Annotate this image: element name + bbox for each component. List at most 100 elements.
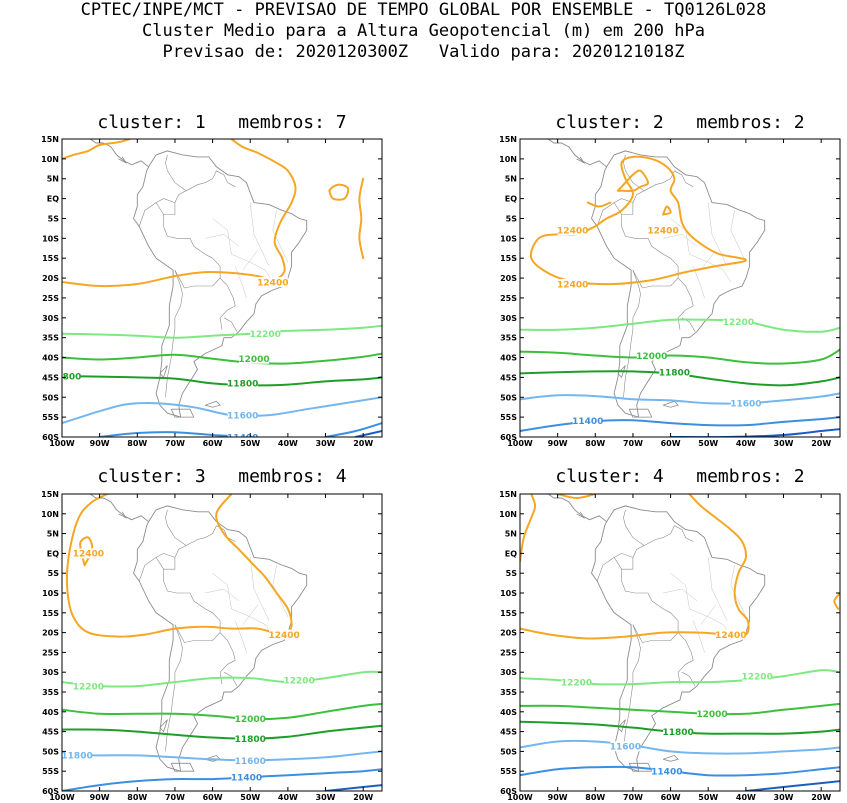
- country-border: [165, 154, 187, 191]
- state-border: [242, 250, 258, 271]
- lat-tick-label: 25S: [42, 294, 59, 303]
- island-coastline: [628, 408, 653, 418]
- isoline: [98, 431, 252, 437]
- country-border: [176, 592, 221, 643]
- contour-label: 12000: [636, 352, 667, 362]
- lat-tick-label: 50S: [500, 393, 517, 402]
- contour-label-bg: [62, 371, 81, 382]
- lat-tick-label: 45S: [500, 728, 517, 737]
- lat-tick-label: 15N: [499, 490, 517, 499]
- contour-label: 12400: [715, 631, 746, 641]
- country-border: [223, 671, 238, 687]
- state-border: [250, 557, 270, 621]
- lon-tick-label: 90W: [90, 793, 110, 802]
- state-border: [212, 573, 273, 637]
- lon-tick-label: 50W: [240, 439, 260, 448]
- lat-tick-label: 20S: [500, 274, 517, 283]
- contour-label: 11400: [651, 768, 682, 778]
- island-coastline: [170, 762, 195, 772]
- lon-tick-label: 50W: [698, 793, 718, 802]
- contour-label-bg: [715, 629, 746, 640]
- lat-tick-label: 15S: [500, 254, 517, 263]
- map-frame: [519, 493, 841, 792]
- contour-label-bg: [257, 277, 288, 288]
- contour-label: 12400: [647, 227, 678, 237]
- lat-tick-label: 10N: [499, 155, 517, 164]
- lon-tick-label: 20W: [811, 439, 831, 448]
- contour-label: 12200: [284, 676, 315, 686]
- island-coastline: [628, 762, 653, 772]
- contour-label: 12400: [73, 550, 104, 560]
- central-america-coastline: [89, 494, 149, 523]
- lon-tick-label: 70W: [165, 439, 185, 448]
- country-border: [219, 632, 236, 685]
- lon-tick-label: 30W: [316, 793, 336, 802]
- isoline: [520, 702, 840, 716]
- lat-tick-label: 10S: [500, 234, 517, 243]
- lon-tick-label: 80W: [585, 793, 605, 802]
- contour-label: 11800: [227, 380, 258, 390]
- country-border: [681, 671, 696, 687]
- figure-title-line1: CPTEC/INPE/MCT - PREVISAO DE TEMPO GLOBA…: [80, 0, 767, 20]
- lat-tick-label: 15N: [41, 135, 59, 144]
- contour-label-bg: [636, 350, 667, 361]
- state-border: [205, 234, 240, 247]
- state-border: [700, 250, 716, 271]
- lat-tick-label: 10S: [42, 589, 59, 598]
- isoline: [616, 169, 649, 192]
- contour-label: 11600: [730, 400, 761, 410]
- contour-label-bg: [235, 733, 266, 744]
- lat-tick-label: 25S: [500, 294, 517, 303]
- country-border: [138, 553, 176, 582]
- country-border: [674, 525, 694, 542]
- panel-1-svg: 12400 12200 12000 11800 11800 11600 11400 15N 10…: [41, 135, 383, 448]
- lat-tick-label: 50S: [42, 393, 59, 402]
- south-america-coastline: [133, 505, 308, 772]
- contour-label: 12000: [238, 355, 269, 365]
- contour-label-bg: [663, 726, 694, 737]
- lat-tick-label: 30S: [500, 314, 517, 323]
- lon-tick-label: 70W: [165, 793, 185, 802]
- lon-tick-label: 40W: [736, 793, 756, 802]
- country-border: [621, 170, 675, 239]
- contour-label-bg: [235, 713, 266, 724]
- figure-title-line2: Cluster Medio para a Altura Geopotencial…: [142, 21, 705, 41]
- country-border: [621, 525, 675, 594]
- lat-tick-label: 15N: [41, 490, 59, 499]
- contour-label: 11800: [659, 369, 690, 379]
- lon-tick-label: 90W: [548, 439, 568, 448]
- contour-label: 11400: [572, 417, 603, 427]
- isoline: [62, 702, 382, 721]
- country-border: [216, 170, 236, 187]
- state-border: [708, 202, 728, 267]
- state-border: [205, 588, 240, 602]
- country-border: [634, 238, 679, 289]
- contour-label-bg: [227, 410, 258, 421]
- map-area: 12400 12400 12400 12200 12000 11800 11600 11400: [520, 139, 840, 437]
- lat-tick-label: 30S: [42, 314, 59, 323]
- contour-label: 12000: [235, 715, 266, 725]
- isoline: [354, 430, 382, 437]
- lon-tick-label: 100W: [507, 793, 533, 802]
- country-border: [176, 238, 221, 289]
- lon-tick-label: 60W: [203, 439, 223, 448]
- state-border: [663, 234, 698, 247]
- country-border: [174, 269, 185, 289]
- contour-label-bg: [557, 225, 588, 236]
- country-border: [223, 317, 238, 332]
- contour-label-bg: [62, 750, 93, 761]
- isoline: [662, 205, 672, 216]
- island-coastline: [662, 400, 679, 408]
- lat-tick-label: 40S: [500, 708, 517, 717]
- lat-tick-label: 10N: [499, 510, 517, 519]
- map-frame: [61, 138, 383, 438]
- contour-label-bg: [239, 353, 269, 364]
- lat-tick-label: 20S: [42, 274, 59, 283]
- lat-tick-label: 5N: [505, 530, 517, 539]
- lat-tick-label: 25S: [42, 648, 59, 657]
- contour-label-bg: [723, 316, 754, 327]
- isoline: [520, 494, 750, 640]
- lon-tick-label: 90W: [90, 439, 110, 448]
- isoline: [358, 177, 365, 260]
